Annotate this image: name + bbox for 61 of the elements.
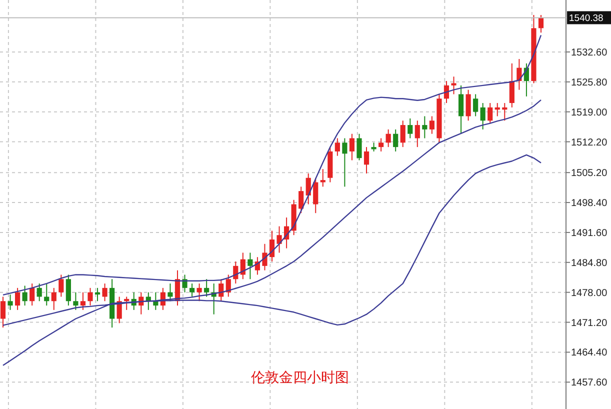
candlestick — [458, 84, 464, 134]
ref-line-label: 1540.38 — [569, 13, 604, 24]
candlestick — [342, 138, 348, 188]
candlestick — [73, 292, 78, 310]
y-tick-label: 1478.00 — [571, 288, 608, 299]
candlestick — [204, 278, 210, 298]
candlestick — [538, 14, 544, 34]
candlestick — [298, 186, 304, 214]
candlestick — [189, 283, 195, 298]
y-tick-label: 1457.60 — [571, 378, 608, 389]
text: 伦敦金四小时图 — [251, 370, 349, 386]
candlestick — [422, 116, 428, 139]
y-tick-label: 1464.40 — [571, 348, 608, 359]
candlestick — [408, 118, 413, 139]
candlestick — [320, 168, 326, 188]
candlestick — [400, 120, 406, 148]
candlestick — [429, 116, 434, 134]
candlestick — [313, 177, 318, 214]
candlestick — [58, 274, 64, 298]
y-tick-label: 1471.20 — [571, 318, 608, 329]
candlestick — [66, 274, 71, 306]
candlestick — [414, 120, 420, 148]
candlestick — [393, 128, 398, 152]
candlestick — [466, 89, 471, 122]
y-tick-label: 1512.20 — [571, 137, 608, 148]
candlestick — [44, 283, 50, 306]
candlestick — [473, 94, 478, 117]
candlestick — [276, 226, 282, 254]
candlestick — [182, 274, 188, 293]
candlestick — [36, 283, 42, 302]
y-tick-label: 1532.60 — [571, 47, 608, 58]
candlestick — [488, 102, 493, 124]
candlestick — [30, 283, 35, 306]
candlestick — [349, 133, 355, 161]
candlestick — [356, 133, 362, 161]
y-tick-label: 1491.60 — [571, 228, 608, 239]
candlestick — [102, 283, 108, 302]
candlestick — [14, 287, 20, 310]
candlestick — [168, 283, 173, 302]
y-tick-label: 1525.80 — [571, 77, 608, 88]
candlestick — [8, 294, 13, 310]
candlestick — [480, 102, 486, 130]
candlestick — [386, 128, 391, 148]
candlestick — [226, 274, 231, 298]
candlestick — [80, 292, 86, 310]
y-tick-label: 1484.80 — [571, 258, 608, 269]
candlestick — [364, 146, 370, 174]
candlestick — [378, 138, 384, 152]
y-tick-label: 1498.40 — [571, 198, 608, 210]
candlestick — [51, 287, 56, 310]
candlestick — [334, 138, 340, 156]
candlestick — [248, 252, 253, 280]
y-tick-label: 1519.00 — [571, 107, 608, 118]
candlestick — [509, 62, 514, 108]
candlestick — [88, 287, 93, 306]
candlestick — [262, 243, 268, 271]
candlestick — [196, 283, 202, 302]
candlestick — [0, 296, 6, 328]
candlestick — [451, 76, 456, 95]
y-tick-label: 1505.20 — [571, 168, 608, 180]
candlestick — [22, 285, 28, 306]
